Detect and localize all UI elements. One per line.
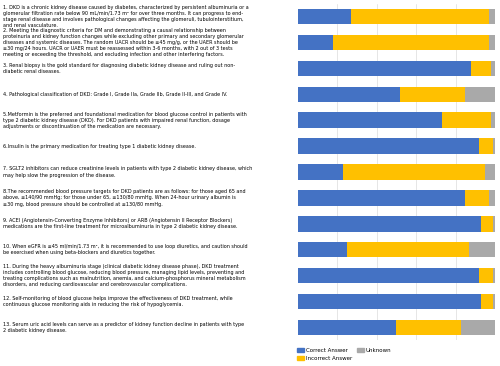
Bar <box>493 294 495 309</box>
Bar <box>481 294 493 309</box>
Bar <box>493 268 495 283</box>
Bar <box>491 112 495 128</box>
Bar <box>491 61 495 76</box>
Bar <box>333 35 489 50</box>
Bar <box>442 112 491 128</box>
Bar <box>298 268 479 283</box>
Bar <box>400 86 466 102</box>
Bar <box>462 320 495 335</box>
Bar <box>347 242 470 258</box>
Text: 6.Insulin is the primary medication for treating type 1 diabetic kidney disease.: 6.Insulin is the primary medication for … <box>3 143 196 149</box>
Bar <box>298 242 347 258</box>
Text: 1. DKD is a chronic kidney disease caused by diabetes, characterized by persiste: 1. DKD is a chronic kidney disease cause… <box>3 5 248 29</box>
Bar <box>298 86 400 102</box>
Text: 11. During the heavy albuminuria stage (clinical diabetic kidney disease phase),: 11. During the heavy albuminuria stage (… <box>3 264 246 287</box>
Bar <box>396 320 462 335</box>
Bar <box>466 190 489 206</box>
Bar <box>298 320 396 335</box>
Text: 4. Pathological classification of DKD: Grade I, Grade IIa, Grade IIb, Grade II-I: 4. Pathological classification of DKD: G… <box>3 92 228 97</box>
Bar <box>298 138 479 154</box>
Bar <box>351 9 489 25</box>
Bar <box>489 35 495 50</box>
Bar <box>470 242 495 258</box>
Bar <box>298 190 466 206</box>
Bar <box>298 35 333 50</box>
Text: 7. SGLT2 inhibitors can reduce creatinine levels in patients with type 2 diabeti: 7. SGLT2 inhibitors can reduce creatinin… <box>3 167 252 178</box>
Text: 13. Serum uric acid levels can serve as a predictor of kidney function decline i: 13. Serum uric acid levels can serve as … <box>3 322 244 333</box>
Bar <box>489 190 495 206</box>
Bar <box>466 86 495 102</box>
Text: 3. Renal biopsy is the gold standard for diagnosing diabetic kidney disease and : 3. Renal biopsy is the gold standard for… <box>3 63 235 74</box>
Bar <box>479 268 493 283</box>
Bar <box>481 216 493 232</box>
Text: 2. Meeting the diagnostic criteria for DM and demonstrating a causal relationshi: 2. Meeting the diagnostic criteria for D… <box>3 27 244 57</box>
Bar <box>493 138 495 154</box>
Bar <box>343 164 485 180</box>
Bar <box>298 294 481 309</box>
Bar <box>298 112 442 128</box>
Text: 12. Self-monitoring of blood glucose helps improve the effectiveness of DKD trea: 12. Self-monitoring of blood glucose hel… <box>3 296 232 307</box>
Text: 8.The recommended blood pressure targets for DKD patients are as follows: for th: 8.The recommended blood pressure targets… <box>3 189 246 207</box>
Bar <box>298 61 472 76</box>
Bar <box>298 164 343 180</box>
Bar <box>298 216 481 232</box>
Text: 5.Metformin is the preferred and foundational medication for blood glucose contr: 5.Metformin is the preferred and foundat… <box>3 112 246 129</box>
Text: 9. ACEI (Angiotensin-Converting Enzyme Inhibitors) or ARB (Angiotensin II Recept: 9. ACEI (Angiotensin-Converting Enzyme I… <box>3 218 238 229</box>
Bar <box>479 138 493 154</box>
Text: 10. When eGFR is ≤45 ml/min/1.73 m², it is recommended to use loop diuretics, an: 10. When eGFR is ≤45 ml/min/1.73 m², it … <box>3 244 248 255</box>
Bar <box>489 9 495 25</box>
Bar <box>472 61 491 76</box>
Bar <box>493 216 495 232</box>
Bar <box>485 164 495 180</box>
Bar <box>298 9 351 25</box>
Legend: Correct Answer, Incorrect Answer, Unknown: Correct Answer, Incorrect Answer, Unknow… <box>296 347 392 362</box>
